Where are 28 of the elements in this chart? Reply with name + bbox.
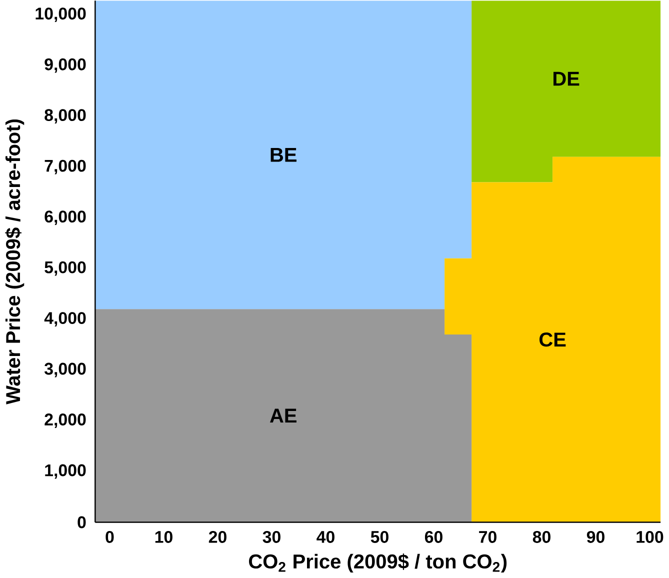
x-tick-label: 90 bbox=[586, 531, 604, 544]
x-tick-label: 50 bbox=[370, 531, 388, 544]
x-tick-label: 0 bbox=[106, 531, 114, 544]
y-tick-label: 0 bbox=[78, 516, 86, 528]
x-tick-label: 60 bbox=[424, 531, 442, 544]
series-label: AE bbox=[270, 408, 296, 423]
y-tick-label: 4,000 bbox=[44, 312, 86, 327]
y-tick-label: 3,000 bbox=[44, 362, 86, 378]
y-tick-label: 7,000 bbox=[44, 160, 86, 174]
y-tick-label: 2,000 bbox=[44, 414, 86, 428]
y-tick-label: 8,000 bbox=[44, 109, 86, 124]
x-tick-label: 80 bbox=[532, 531, 550, 544]
y-tick-label: 9,000 bbox=[44, 58, 86, 73]
y-tick-label: 1,000 bbox=[45, 464, 86, 479]
y-tick-label: 6,000 bbox=[44, 210, 86, 226]
series-label: CE bbox=[539, 332, 566, 347]
series-label: DE bbox=[553, 72, 580, 86]
x-axis-title: CO$_{2}$ Price (2009$ / ton CO$_{2}$) bbox=[248, 554, 507, 573]
y-tick-label: 10,000 bbox=[36, 8, 86, 22]
x-tick-label: 10 bbox=[155, 531, 172, 544]
x-tick-label: 20 bbox=[208, 531, 226, 544]
y-axis-title: Water Price (2009$ / acre-foot) bbox=[5, 120, 24, 405]
x-tick-label: 100 bbox=[636, 531, 664, 544]
series-label: BE bbox=[270, 148, 296, 162]
x-tick-label: 30 bbox=[262, 531, 280, 544]
x-tick-label: 40 bbox=[316, 531, 334, 544]
y-tick-label: 5,000 bbox=[44, 261, 86, 276]
x-tick-label: 70 bbox=[479, 531, 496, 544]
